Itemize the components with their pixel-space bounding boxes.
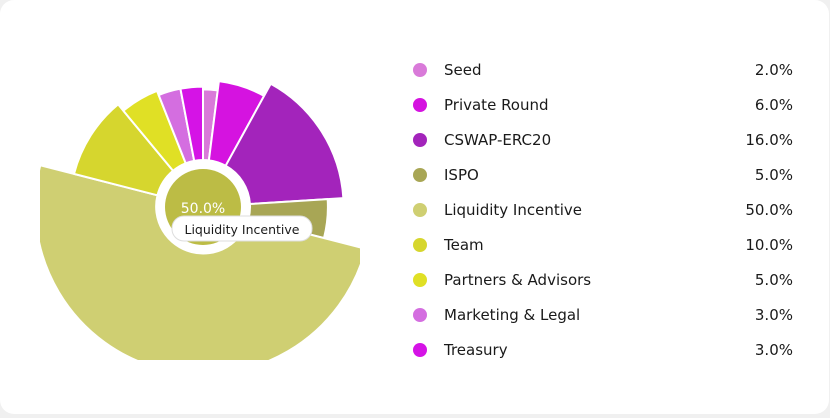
chart-legend: Seed 2.0% Private Round 6.0% CSWAP-ERC20 16.0…	[413, 52, 793, 367]
legend-dot	[413, 237, 427, 252]
legend-dot	[413, 62, 427, 77]
legend-item-partners-advisors[interactable]: Partners & Advisors 5.0%	[413, 262, 793, 297]
legend-dot	[413, 132, 427, 147]
legend-label: Seed	[444, 60, 482, 79]
legend-dot	[413, 202, 427, 217]
center-name-pill	[171, 215, 313, 242]
legend-dot	[413, 97, 427, 112]
legend-dot	[413, 272, 427, 287]
legend-item-ispo[interactable]: ISPO 5.0%	[413, 157, 793, 192]
legend-value: 5.0%	[754, 165, 793, 184]
legend-value: 50.0%	[745, 200, 793, 219]
legend-value: 6.0%	[754, 95, 793, 114]
legend-label: Team	[444, 235, 484, 254]
pie-slice-cswap-erc20[interactable]	[224, 82, 345, 206]
legend-label: Partners & Advisors	[444, 270, 592, 289]
legend-label: Private Round	[444, 95, 549, 114]
legend-dot	[413, 342, 427, 357]
legend-item-private-round[interactable]: Private Round 6.0%	[413, 87, 793, 122]
legend-value: 10.0%	[745, 235, 793, 254]
legend-label: Treasury	[444, 340, 508, 359]
legend-label: ISPO	[444, 165, 479, 184]
legend-label: Marketing & Legal	[444, 305, 581, 324]
legend-label: CSWAP-ERC20	[444, 130, 552, 149]
center-name-label: Liquidity Incentive	[184, 222, 299, 237]
center-value-label: 50.0%	[181, 201, 225, 217]
legend-item-team[interactable]: Team 10.0%	[413, 227, 793, 262]
pie-center: 50.0% Liquidity Incentive	[156, 160, 313, 254]
legend-item-cswap-erc20[interactable]: CSWAP-ERC20 16.0%	[413, 122, 793, 157]
legend-value: 3.0%	[754, 340, 793, 359]
legend-item-treasury[interactable]: Treasury 3.0%	[413, 332, 793, 367]
legend-value: 5.0%	[754, 270, 793, 289]
pie-slices	[40, 80, 360, 360]
legend-label: Liquidity Incentive	[444, 200, 583, 219]
legend-item-marketing-legal[interactable]: Marketing & Legal 3.0%	[413, 297, 793, 332]
legend-value: 3.0%	[754, 305, 793, 324]
allocation-pie-chart: 50.0% Liquidity Incentive	[40, 80, 360, 360]
legend-dot	[413, 307, 427, 322]
legend-value: 2.0%	[754, 60, 793, 79]
legend-item-liquidity-incentive[interactable]: Liquidity Incentive 50.0%	[413, 192, 793, 227]
legend-dot	[413, 167, 427, 182]
legend-value: 16.0%	[745, 130, 793, 149]
legend-item-seed[interactable]: Seed 2.0%	[413, 52, 793, 87]
